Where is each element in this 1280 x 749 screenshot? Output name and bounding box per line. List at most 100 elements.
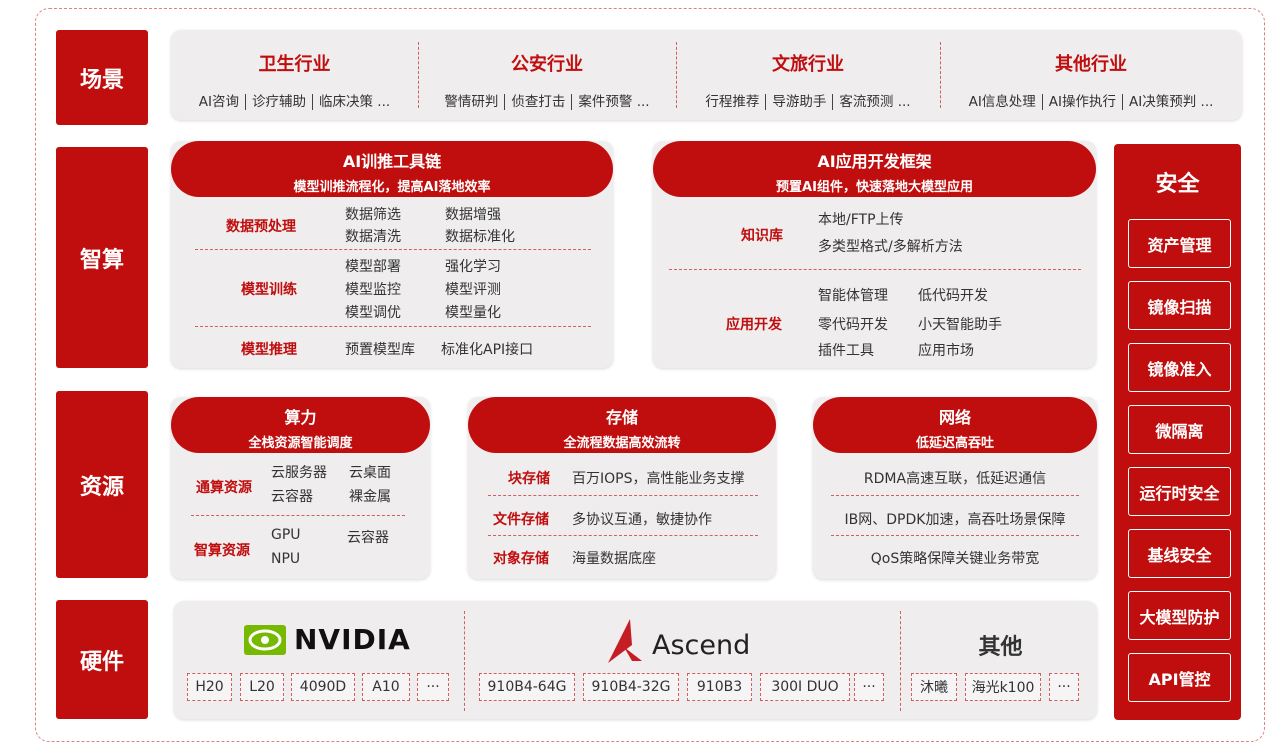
chip: 910B3 <box>687 673 752 701</box>
item: 模型量化 <box>445 305 501 321</box>
chip: L20 <box>240 673 284 701</box>
group-label: 应用开发 <box>726 317 782 333</box>
divider <box>940 42 941 108</box>
divider <box>676 42 677 108</box>
ascend-logo: Ascend <box>602 617 750 665</box>
scene-item: 临床决策 ... <box>312 94 397 110</box>
security-item: 运行时安全 <box>1128 467 1231 516</box>
divider <box>418 42 419 108</box>
item: 数据增强 <box>445 207 501 223</box>
scene-item: 导游助手 <box>765 94 833 110</box>
item: 本地/FTP上传 <box>818 212 904 228</box>
item: 插件工具 <box>818 343 874 359</box>
nvidia-eye-icon <box>244 624 286 655</box>
chip: 4090D <box>291 673 355 701</box>
group-label: 通算资源 <box>196 480 252 496</box>
item: 强化学习 <box>445 259 501 275</box>
storage-type: 文件存储 <box>493 512 549 528</box>
row-label-scene: 场景 <box>56 30 148 125</box>
compute-title: 算力 <box>284 408 317 427</box>
item: 零代码开发 <box>818 317 888 333</box>
nvidia-wordmark: NVIDIA <box>294 623 411 656</box>
storage-panel: 存储 全流程数据高效流转 块存储 百万IOPS，高性能业务支撑 文件存储 多协议互… <box>468 397 776 579</box>
item: 云容器 <box>347 530 389 546</box>
item: 标准化API接口 <box>441 342 534 358</box>
compute-resource-panel: 算力 全栈资源智能调度 通算资源 云服务器 云桌面 云容器 裸金属 智算资源 GP… <box>171 397 430 579</box>
scene-item: AI信息处理 <box>968 94 1036 110</box>
storage-subtitle: 全流程数据高效流转 <box>563 436 681 451</box>
group-label: 数据预处理 <box>226 219 296 235</box>
group-label: 知识库 <box>741 228 783 244</box>
storage-header: 存储 全流程数据高效流转 <box>468 397 776 453</box>
compute-subtitle: 全栈资源智能调度 <box>248 436 353 451</box>
app-framework-title: AI应用开发框架 <box>817 152 932 171</box>
chip: H20 <box>187 673 232 701</box>
item: 多类型格式/多解析方法 <box>818 239 963 255</box>
scene-item: 客流预测 ... <box>832 94 917 110</box>
divider <box>831 535 1079 536</box>
item: 云容器 <box>271 489 313 505</box>
item: 裸金属 <box>349 489 391 505</box>
divider <box>191 515 405 516</box>
chip: 300I DUO <box>760 673 850 701</box>
compute-header: 算力全栈资源智能调度 <box>171 397 430 453</box>
security-item: 微隔离 <box>1128 405 1231 454</box>
item: GPU <box>271 527 301 543</box>
divider <box>195 326 591 327</box>
divider <box>464 611 465 711</box>
security-column: 安全 资产管理 镜像扫描 镜像准入 微隔离 运行时安全 基线安全 大模型防护 A… <box>1114 144 1241 720</box>
scene-item: AI决策预判 ... <box>1122 94 1220 110</box>
scene-item: 案件预警 ... <box>571 94 656 110</box>
divider <box>900 611 901 711</box>
item: 模型部署 <box>345 259 401 275</box>
item: 数据标准化 <box>445 229 515 245</box>
security-item: 资产管理 <box>1128 219 1231 268</box>
scene-title: 文旅行业 <box>772 54 844 75</box>
group-label: 智算资源 <box>194 543 250 559</box>
chip: 910B4-64G <box>479 673 575 701</box>
item: 云桌面 <box>349 465 391 481</box>
item: 智能体管理 <box>818 288 888 304</box>
storage-type: 块存储 <box>508 471 550 487</box>
toolchain-title: AI训推工具链 <box>342 152 442 171</box>
item: 数据清洗 <box>345 229 401 245</box>
group-label: 模型推理 <box>241 342 297 358</box>
network-feature: IB网、DPDK加速，高吞吐场景保障 <box>844 512 1066 528</box>
scene-health: 卫生行业 AI咨询 诊疗辅助 临床决策 ... <box>171 30 418 120</box>
security-item: 镜像扫描 <box>1128 281 1231 330</box>
nvidia-logo: NVIDIA <box>244 623 411 656</box>
item: 模型评测 <box>445 282 501 298</box>
item: 低代码开发 <box>918 288 988 304</box>
network-panel: 网络 低延迟高吞吐 RDMA高速互联，低延迟通信 IB网、DPDK加速，高吞吐场景… <box>813 397 1097 579</box>
item: 小天智能助手 <box>918 317 1002 333</box>
chip-more: ··· <box>417 673 449 701</box>
divider <box>488 535 758 536</box>
storage-desc: 百万IOPS，高性能业务支撑 <box>572 471 745 487</box>
divider <box>669 269 1081 270</box>
toolchain-header: AI训推工具链 模型训推流程化，提高AI落地效率 <box>171 141 613 197</box>
scene-title: 其他行业 <box>1055 54 1127 75</box>
network-title: 网络 <box>938 408 971 427</box>
network-feature: RDMA高速互联，低延迟通信 <box>863 471 1047 487</box>
security-item: 镜像准入 <box>1128 343 1231 392</box>
item: 模型调优 <box>345 305 401 321</box>
scene-item: 行程推荐 <box>705 94 760 110</box>
chip: 沐曦 <box>911 673 957 701</box>
chip: 910B4-32G <box>583 673 679 701</box>
chip: 海光k100 <box>965 673 1041 701</box>
scene-item: AI咨询 <box>198 94 240 110</box>
outer-frame <box>35 8 1265 742</box>
app-framework-subtitle: 预置AI组件，快速落地大模型应用 <box>776 180 973 195</box>
hardware-panel: NVIDIA H20 L20 4090D A10 ··· Ascend 910B… <box>174 601 1097 719</box>
scene-other: 其他行业 AI信息处理 AI操作执行 AI决策预判 ... <box>940 30 1242 120</box>
item: NPU <box>271 551 301 567</box>
chip-more: ··· <box>1049 673 1079 701</box>
ascend-wordmark: Ascend <box>652 630 751 661</box>
divider <box>488 495 758 496</box>
network-feature: QoS策略保障关键业务带宽 <box>870 551 1040 567</box>
item: 预置模型库 <box>345 342 415 358</box>
storage-type: 对象存储 <box>493 551 549 567</box>
other-hardware-title: 其他 <box>978 635 1023 660</box>
row-label-hardware: 硬件 <box>56 600 148 719</box>
scene-title: 卫生行业 <box>258 54 331 75</box>
